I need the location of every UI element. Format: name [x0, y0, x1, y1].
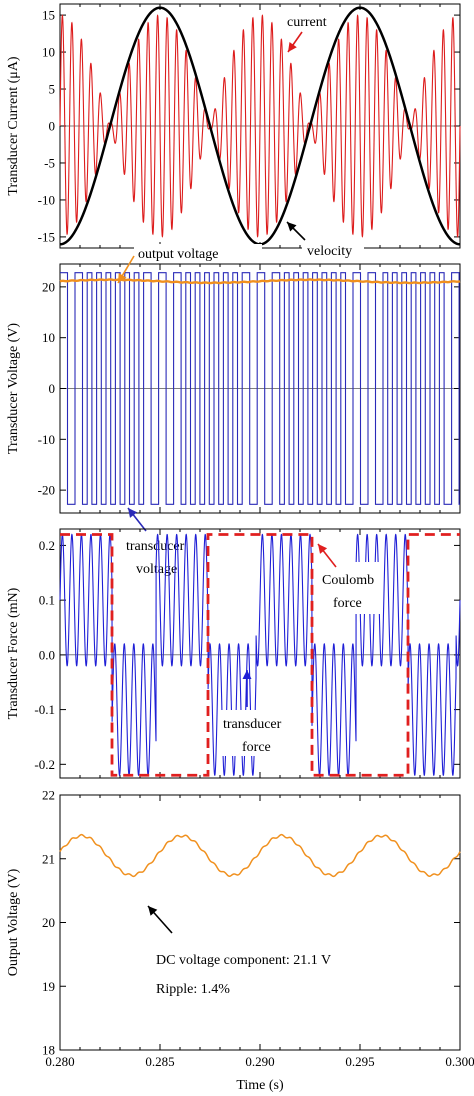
transducer-force-annotation-2: force [242, 740, 271, 755]
plot-frame [59, 794, 461, 1051]
y-axis-title: Transducer Force (mN) [6, 587, 21, 719]
y-tick-label: 20 [42, 279, 55, 294]
transducer-force-line [59, 533, 461, 777]
y-tick-label: 0.0 [39, 647, 55, 662]
x-axis-title: Time (s) [236, 1078, 284, 1093]
coulomb-annotation: Coulomb [322, 573, 374, 588]
output-voltage-line [59, 833, 461, 878]
y-tick-label: 19 [42, 979, 55, 994]
y-tick-label: -5 [44, 155, 55, 170]
current-label-bg [283, 12, 339, 30]
y-tick-label: 20 [42, 915, 55, 930]
transducer-voltage-line [60, 272, 460, 505]
output-voltage-arrow-head [118, 273, 127, 283]
velocity-arrow-head [287, 222, 297, 232]
x-tick-label: 0.290 [245, 1054, 274, 1069]
x-tick-label: 0.285 [145, 1054, 174, 1069]
y-tick-label: 0 [49, 119, 56, 134]
y-tick-label: -15 [38, 229, 55, 244]
transducer-force-label-bg [220, 710, 300, 756]
current-line [59, 14, 461, 238]
velocity-annotation: velocity [307, 244, 352, 259]
y-tick-label: 0 [49, 381, 56, 396]
current-panel: -15 -10 -5 0 5 10 15 Transducer Current (μA) cur… [6, 3, 461, 259]
dc-component-arrow-head [148, 906, 158, 916]
coulomb-force-line [60, 533, 460, 777]
y-tick-label: 22 [42, 788, 55, 803]
y-tick-label: -10 [38, 432, 55, 447]
y-axis-title: Transducer Voltage (V) [6, 323, 21, 455]
coulomb-arrow-head [318, 544, 328, 554]
y-tick-label: 18 [42, 1043, 55, 1058]
y-axis-title: Output Voltage (V) [6, 868, 21, 976]
y-tick-label: 10 [42, 330, 55, 345]
output-panel: 18 19 20 21 22 Output Voltage (V) 0.280 0.285 0.… [6, 788, 474, 1094]
x-tick-label: 0.295 [345, 1054, 374, 1069]
transducer-voltage-annotation: transducer [126, 539, 185, 554]
current-arrow-head [288, 42, 297, 52]
y-tick-label: -0.2 [34, 757, 55, 772]
output-voltage-annotation: output voltage [138, 247, 219, 262]
y-tick-label: 5 [49, 82, 56, 97]
force-panel: -0.2 -0.1 0.0 0.1 0.2 Transducer Force (mN) Co… [6, 528, 461, 779]
dc-component-annotation: DC voltage component: 21.1 V [156, 953, 331, 968]
y-tick-label: 0.1 [39, 593, 55, 608]
transducer-force-arrow-head [242, 670, 252, 679]
velocity-label-bg [302, 239, 364, 258]
coulomb-annotation-2: force [333, 596, 362, 611]
output-voltage-label-bg [134, 244, 262, 263]
current-annotation: current [287, 15, 327, 30]
transducer-voltage-arrow-head [128, 508, 138, 518]
ripple-annotation: Ripple: 1.4% [156, 982, 230, 997]
transducer-force-annotation: transducer [223, 717, 282, 732]
y-tick-label: -0.1 [34, 702, 55, 717]
output-voltage-line [59, 278, 461, 285]
coulomb-label-bg [320, 562, 382, 614]
x-tick-label: 0.280 [45, 1054, 74, 1069]
y-tick-label: 21 [42, 851, 55, 866]
y-tick-label: 10 [42, 45, 55, 60]
y-tick-label: 0.2 [39, 538, 55, 553]
x-tick-label: 0.300 [445, 1054, 474, 1069]
y-tick-label: -20 [38, 483, 55, 498]
y-axis-title: Transducer Current (μA) [6, 56, 21, 196]
y-tick-label: -10 [38, 192, 55, 207]
voltage-panel: -20 -10 0 10 20 Transducer Voltage (V) output … [6, 244, 461, 577]
y-tick-label: 15 [42, 8, 55, 23]
